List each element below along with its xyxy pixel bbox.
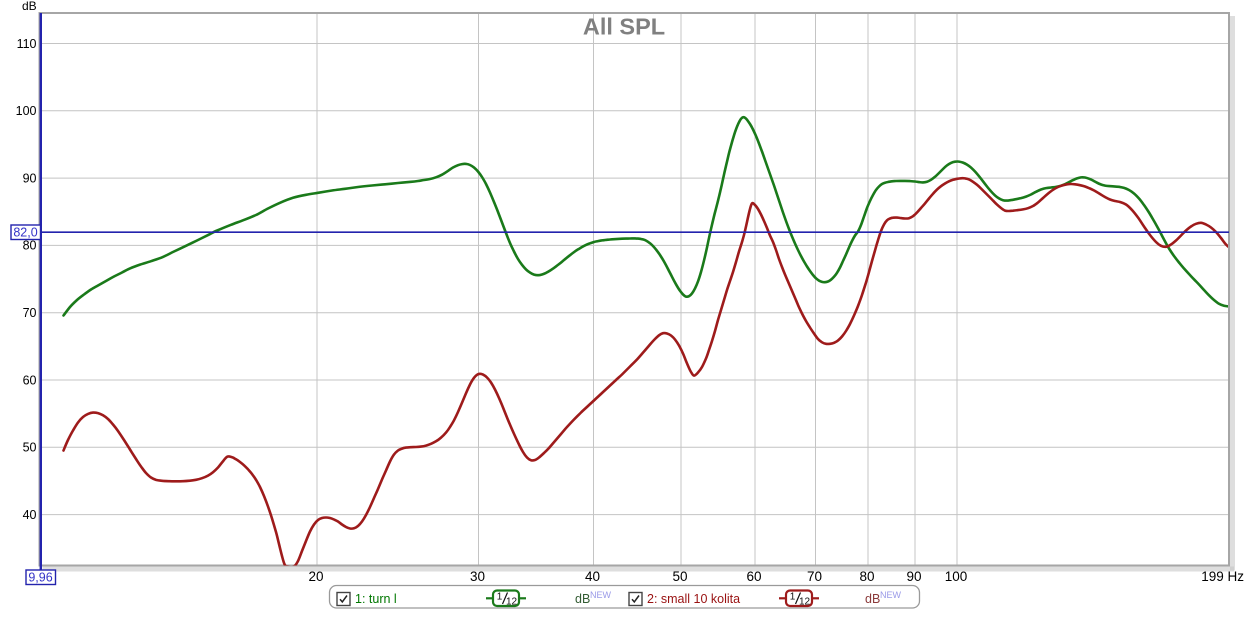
svg-text:50: 50 <box>672 569 687 584</box>
svg-text:dB: dB <box>575 592 590 606</box>
svg-text:NEW: NEW <box>590 590 612 600</box>
svg-text:80: 80 <box>23 239 37 253</box>
svg-text:40: 40 <box>585 569 600 584</box>
svg-text:2: small 10 kolita: 2: small 10 kolita <box>647 592 740 606</box>
svg-text:1: 1 <box>790 592 796 603</box>
svg-text:30: 30 <box>470 569 485 584</box>
svg-text:1: 1 <box>497 592 503 603</box>
svg-text:90: 90 <box>906 569 921 584</box>
svg-text:50: 50 <box>23 441 37 455</box>
svg-text:9,96: 9,96 <box>28 571 52 585</box>
svg-text:80: 80 <box>859 569 874 584</box>
svg-text:100: 100 <box>945 569 968 584</box>
svg-text:60: 60 <box>746 569 761 584</box>
svg-text:70: 70 <box>23 306 37 320</box>
svg-text:20: 20 <box>308 569 323 584</box>
svg-text:60: 60 <box>23 373 37 387</box>
svg-text:100: 100 <box>16 104 37 118</box>
svg-text:82,0: 82,0 <box>13 226 37 240</box>
svg-text:110: 110 <box>17 37 37 51</box>
svg-text:40: 40 <box>23 508 37 522</box>
svg-text:1: turn l: 1: turn l <box>355 592 397 606</box>
svg-text:90: 90 <box>23 171 37 185</box>
svg-text:12: 12 <box>799 597 811 608</box>
svg-text:dB: dB <box>22 0 37 13</box>
svg-text:NEW: NEW <box>880 590 902 600</box>
svg-text:dB: dB <box>865 592 880 606</box>
svg-text:12: 12 <box>506 597 518 608</box>
svg-text:199 Hz: 199 Hz <box>1201 569 1244 584</box>
svg-text:All SPL: All SPL <box>583 14 665 40</box>
svg-text:70: 70 <box>807 569 822 584</box>
